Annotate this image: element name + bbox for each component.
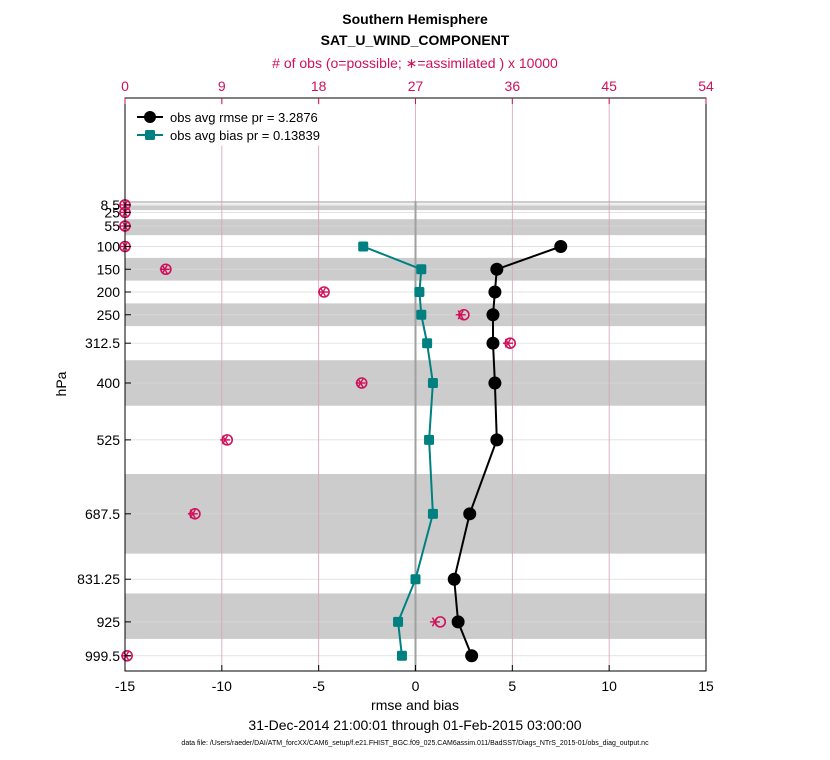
bias-point: [422, 338, 433, 349]
bias-point: [396, 650, 407, 661]
rmse-point: [490, 433, 504, 447]
x-tick-label: 5: [508, 678, 516, 694]
bias-point: [393, 616, 404, 627]
rmse-point: [554, 240, 568, 253]
obs-assimilated-marker: [429, 617, 440, 627]
x-tick-label: -5: [312, 678, 325, 694]
obs-assimilated-stroke: [189, 509, 196, 519]
rmse-point: [490, 262, 504, 276]
rmse-point: [451, 615, 465, 629]
obs-assimilated-marker: [187, 509, 198, 519]
obs-assimilated-marker: [318, 287, 328, 297]
rmse-point: [486, 336, 500, 350]
y-tick-label: 999.5: [85, 648, 120, 664]
obs-assimilated-stroke: [457, 310, 464, 320]
obs-assimilated-stroke: [504, 338, 512, 348]
x-tick-label: 15: [698, 678, 714, 694]
bias-point: [427, 378, 438, 388]
y-tick-label: 925: [97, 614, 121, 630]
top-tick-label: 18: [311, 78, 327, 94]
y-tick-label: 250: [97, 307, 121, 323]
top-axis-label: # of obs (o=possible; ∗=assimilated ) x …: [272, 55, 558, 71]
rmse-point: [465, 649, 479, 663]
y-tick-label: 525: [97, 432, 121, 448]
bias-point: [358, 241, 369, 252]
y-tick-label: 312.5: [85, 335, 120, 351]
bias-point: [416, 264, 427, 275]
bias-point: [427, 508, 438, 519]
rmse-point: [463, 507, 477, 521]
rmse-point: [447, 572, 461, 586]
y-tick-label: 100: [97, 239, 121, 255]
x-tick-label: 0: [412, 678, 420, 694]
obs-assimilated-stroke: [221, 435, 229, 445]
x-tick-label: 10: [601, 678, 617, 694]
y-tick-label: 687.5: [85, 506, 120, 522]
axis-ticks: -15 -10 -5 0 5 10 150 9 18 27 36 45 548.525551001502…: [77, 78, 714, 694]
chart-subtitle: SAT_U_WIND_COMPONENT: [321, 32, 510, 48]
top-tick-label: 45: [601, 78, 617, 94]
top-tick-label: 36: [505, 78, 521, 94]
obs-assimilated-marker: [503, 338, 513, 348]
y-tick-label: 831.25: [77, 571, 120, 587]
data-file-note: data file: /Users/raeder/DAI/ATM_forcXX/…: [181, 740, 649, 747]
rmse-point: [488, 376, 502, 390]
obs-assimilated-marker: [355, 378, 366, 388]
obs-assimilated-marker: [455, 310, 466, 320]
obs-assimilated-stroke: [357, 378, 364, 388]
rmse-point: [486, 308, 500, 322]
obs-assimilated-stroke: [431, 617, 439, 627]
y-tick-label: 55: [104, 218, 120, 234]
x-tick-label: -10: [212, 678, 232, 694]
legend-rmse-marker: [144, 111, 156, 123]
obs-assimilated-marker: [159, 264, 170, 274]
obs-assimilated-stroke: [161, 264, 168, 274]
legend: obs avg rmse pr = 3.2876 obs avg bias pr…: [132, 104, 344, 146]
legend-box: [132, 104, 344, 146]
x-axis-label: rmse and bias: [371, 697, 459, 713]
obs-assimilated-stroke: [319, 287, 327, 297]
y-tick-label: 8.5: [101, 197, 121, 213]
bias-point: [414, 287, 425, 297]
obs-assimilated-marker: [220, 435, 231, 445]
x-tick-label: -15: [115, 678, 135, 694]
legend-bias-marker: [145, 130, 155, 140]
y-axis-label: hPa: [53, 371, 69, 396]
top-tick-label: 9: [218, 78, 226, 94]
y-tick-label: 25: [104, 204, 120, 220]
top-tick-label: 27: [408, 78, 424, 94]
chart-title: Southern Hemisphere: [342, 11, 488, 27]
bias-point: [416, 309, 427, 320]
date-range: 31-Dec-2014 21:00:01 through 01-Feb-2015…: [248, 717, 581, 733]
bias-point: [410, 574, 421, 585]
series-markers: [358, 240, 568, 663]
y-tick-label: 400: [97, 375, 121, 391]
top-tick-label: 54: [698, 78, 714, 94]
rmse-point: [488, 285, 502, 299]
y-tick-label: 150: [97, 261, 121, 277]
legend-bias-label: obs avg bias pr = 0.13839: [170, 128, 320, 143]
bias-point: [424, 434, 435, 445]
legend-rmse-label: obs avg rmse pr = 3.2876: [170, 110, 318, 125]
y-tick-label: 200: [97, 284, 121, 300]
top-tick-label: 0: [121, 78, 129, 94]
